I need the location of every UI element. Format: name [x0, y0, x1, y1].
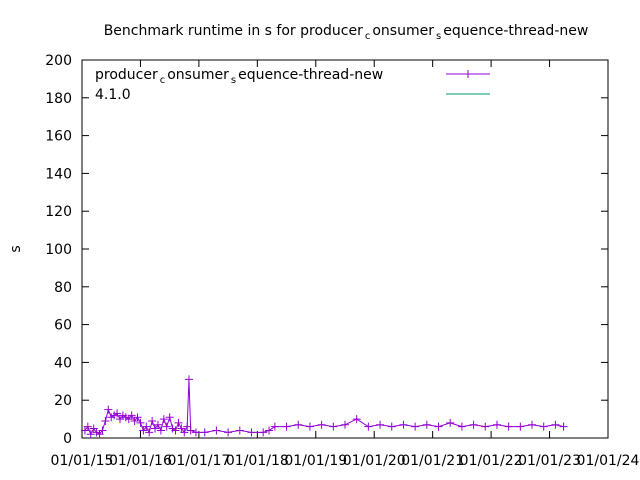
y-tick-label: 40 [54, 355, 72, 371]
chart-title: Benchmark runtime in s for producer c onsu… [104, 23, 589, 42]
point [305, 422, 314, 431]
text-part: onsumer [372, 23, 434, 39]
point [282, 422, 291, 431]
point [145, 428, 154, 437]
point [171, 426, 180, 435]
subscript: c [365, 31, 371, 42]
legend-label: 4.1.0 [95, 87, 131, 103]
point [101, 416, 110, 425]
point [294, 420, 303, 429]
y-tick-label: 140 [45, 166, 72, 182]
point [317, 420, 326, 429]
y-tick-label: 80 [54, 280, 72, 296]
subscript: c [160, 75, 166, 86]
point [191, 428, 200, 437]
legend-marker [464, 70, 472, 78]
point [422, 420, 431, 429]
x-tick-label: 01/01/15 [51, 453, 114, 469]
x-tick-label: 01/01/17 [167, 453, 230, 469]
point [104, 405, 113, 414]
point [180, 428, 189, 437]
subscript: s [231, 75, 236, 86]
point [186, 426, 195, 435]
point [265, 426, 274, 435]
y-axis-label: s [8, 245, 24, 252]
point [224, 428, 233, 437]
y-tick-label: 180 [45, 91, 72, 107]
point [165, 413, 174, 422]
x-tick-label: 01/01/23 [518, 453, 581, 469]
point [551, 420, 560, 429]
point [162, 422, 171, 431]
x-tick-label: 01/01/20 [343, 453, 406, 469]
y-tick-label: 160 [45, 129, 72, 145]
point [399, 420, 408, 429]
point [127, 411, 136, 420]
point [446, 418, 455, 427]
point [156, 426, 165, 435]
point [387, 422, 396, 431]
point [212, 426, 221, 435]
point [247, 428, 256, 437]
point [329, 422, 338, 431]
point [492, 420, 501, 429]
point [516, 422, 525, 431]
point [270, 422, 279, 431]
plot-border [81, 59, 609, 439]
point [83, 422, 92, 431]
text-part: Benchmark runtime in s for producer [104, 23, 363, 39]
y-tick-label: 60 [54, 318, 72, 334]
point [259, 428, 268, 437]
point [376, 420, 385, 429]
point [559, 422, 568, 431]
y-tick-label: 120 [45, 204, 72, 220]
point [183, 422, 192, 431]
point [200, 428, 209, 437]
point [528, 420, 537, 429]
text-part: onsumer [167, 67, 229, 83]
legend-label: producer c onsumer s equence-thread-new [95, 67, 383, 86]
point [457, 422, 466, 431]
point [159, 415, 168, 424]
point [174, 418, 183, 427]
point [341, 420, 349, 429]
point [136, 418, 145, 427]
y-tick-label: 20 [54, 393, 72, 409]
point [504, 422, 513, 431]
subscript: s [436, 31, 441, 42]
text-part: equence-thread-new [443, 23, 588, 39]
text-part: producer [95, 67, 158, 83]
point [481, 422, 490, 431]
point [411, 422, 420, 431]
point [153, 420, 162, 429]
point [434, 422, 443, 431]
point [364, 422, 373, 431]
point [113, 409, 122, 418]
series-line [84, 379, 564, 436]
x-tick-label: 01/01/22 [460, 453, 523, 469]
x-tick-label: 01/01/21 [401, 453, 464, 469]
point [86, 430, 95, 439]
point [148, 416, 157, 425]
point [539, 422, 548, 431]
point [98, 426, 107, 435]
y-tick-label: 100 [45, 242, 72, 258]
point [142, 422, 151, 431]
x-tick-label: 01/01/19 [284, 453, 347, 469]
x-tick-label: 01/01/16 [109, 453, 172, 469]
y-tick-label: 200 [45, 53, 72, 69]
point [352, 415, 361, 424]
x-tick-label: 01/01/24 [577, 453, 640, 469]
point [133, 413, 142, 422]
y-tick-label: 0 [63, 431, 72, 447]
point [469, 420, 478, 429]
point [184, 375, 193, 384]
text-part: equence-thread-new [238, 67, 383, 83]
point [235, 426, 244, 435]
x-tick-label: 01/01/18 [226, 453, 289, 469]
